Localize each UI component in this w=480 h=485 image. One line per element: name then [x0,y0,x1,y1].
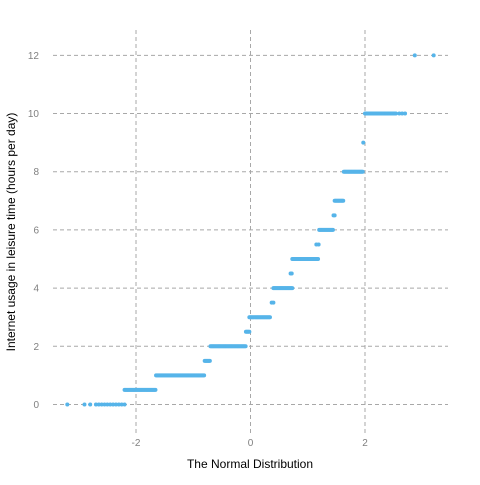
y-tick-label: 4 [33,284,39,295]
y-tick-label: 8 [33,167,39,178]
data-point [105,402,110,407]
data-point [397,111,402,116]
data-point [102,402,107,407]
data-point [290,286,295,291]
data-point [116,402,121,407]
data-point [122,402,127,407]
data-point [403,111,408,116]
x-tick-label: 0 [248,438,254,449]
data-point [271,300,276,305]
data-point [202,373,207,378]
x-tick-label: 2 [362,438,368,449]
data-point [153,387,158,392]
data-point [431,53,436,58]
y-tick-label: 2 [33,342,39,353]
data-point [400,111,405,116]
data-point [108,402,113,407]
data-point [113,402,118,407]
data-point [316,242,321,247]
data-point [111,402,116,407]
y-tick-label: 0 [33,400,39,411]
x-axis-title: The Normal Distribution [187,457,313,471]
data-point [341,198,346,203]
data-point [330,227,335,232]
data-point [316,256,321,261]
data-point [65,402,70,407]
data-point [361,140,366,145]
y-tick-label: 6 [33,225,39,236]
data-point [247,329,252,334]
data-point [243,344,248,349]
data-point [332,213,337,218]
y-tick-label: 12 [28,51,40,62]
data-point [96,402,101,407]
data-point [99,402,104,407]
data-point [88,402,93,407]
data-point [289,271,294,276]
data-point [82,402,87,407]
grid [53,30,448,433]
data-points [65,53,436,407]
x-axis-ticks: -2 0 2 [132,438,369,449]
data-point [119,402,124,407]
y-axis-title: Internet usage in leisure time (hours pe… [4,113,18,352]
data-point [267,315,272,320]
y-tick-label: 10 [28,109,40,120]
data-point [412,53,417,58]
data-point [360,169,365,174]
y-axis-ticks: 0 2 4 6 8 10 12 [28,51,40,411]
data-point [93,402,98,407]
data-point [207,358,212,363]
x-tick-label: -2 [132,438,141,449]
data-point [393,111,398,116]
